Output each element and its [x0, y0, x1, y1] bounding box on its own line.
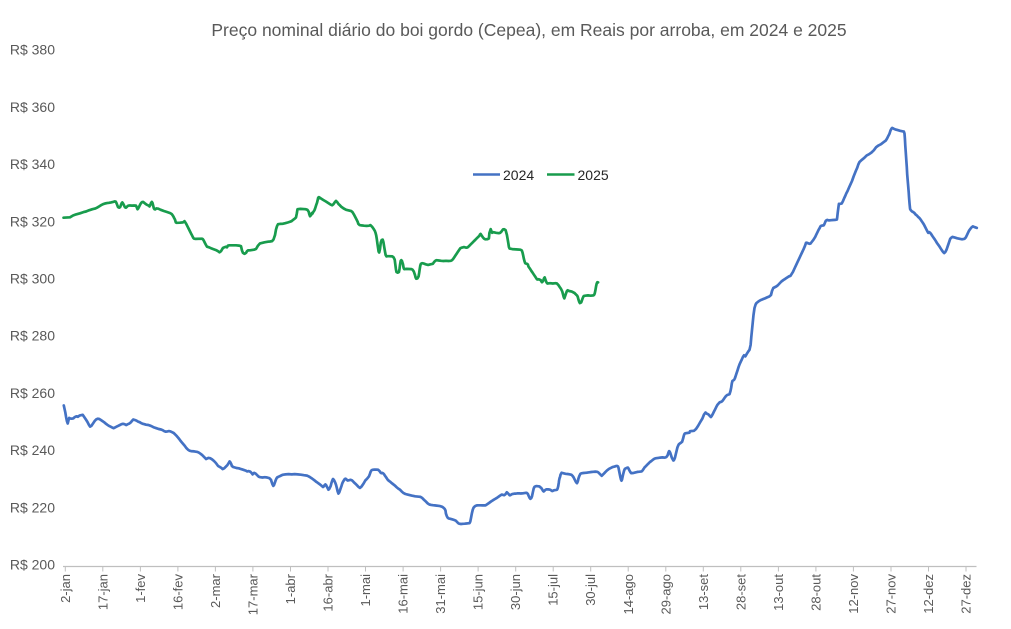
svg-text:2025: 2025 — [578, 167, 609, 183]
svg-text:Preço nominal diário do boi go: Preço nominal diário do boi gordo (Cepea… — [211, 20, 846, 40]
svg-text:R$ 300: R$ 300 — [10, 271, 55, 287]
svg-text:28-out: 28-out — [808, 574, 823, 611]
svg-text:R$ 260: R$ 260 — [10, 385, 55, 401]
svg-text:R$ 200: R$ 200 — [10, 557, 55, 573]
svg-text:31-mai: 31-mai — [433, 574, 448, 614]
svg-text:27-dez: 27-dez — [959, 574, 974, 614]
svg-text:R$ 240: R$ 240 — [10, 442, 55, 458]
svg-text:12-dez: 12-dez — [921, 574, 936, 614]
svg-text:R$ 320: R$ 320 — [10, 213, 55, 229]
svg-text:30-jul: 30-jul — [583, 574, 598, 606]
svg-text:R$ 340: R$ 340 — [10, 156, 55, 172]
svg-text:15-jun: 15-jun — [471, 574, 486, 610]
svg-text:16-abr: 16-abr — [321, 573, 336, 611]
svg-text:1-mai: 1-mai — [358, 574, 373, 607]
svg-text:13-set: 13-set — [696, 574, 711, 611]
svg-text:28-set: 28-set — [733, 574, 748, 611]
svg-text:R$ 380: R$ 380 — [10, 42, 55, 58]
svg-text:12-nov: 12-nov — [846, 574, 861, 614]
svg-text:R$ 220: R$ 220 — [10, 499, 55, 515]
svg-text:1-fev: 1-fev — [133, 574, 148, 603]
svg-text:16-fev: 16-fev — [170, 574, 185, 611]
svg-text:29-ago: 29-ago — [658, 574, 673, 614]
svg-text:14-ago: 14-ago — [621, 574, 636, 614]
svg-text:2024: 2024 — [503, 167, 534, 183]
svg-text:15-jul: 15-jul — [546, 574, 561, 606]
svg-text:1-abr: 1-abr — [283, 573, 298, 604]
svg-text:17-jan: 17-jan — [95, 574, 110, 610]
svg-text:16-mai: 16-mai — [396, 574, 411, 614]
svg-text:17-mar: 17-mar — [245, 573, 260, 615]
svg-text:27-nov: 27-nov — [884, 574, 899, 614]
svg-text:2-jan: 2-jan — [58, 574, 73, 603]
svg-text:30-jun: 30-jun — [508, 574, 523, 610]
svg-text:R$ 360: R$ 360 — [10, 99, 55, 115]
svg-text:R$ 280: R$ 280 — [10, 328, 55, 344]
svg-text:2-mar: 2-mar — [208, 573, 223, 608]
svg-text:13-out: 13-out — [771, 574, 786, 611]
